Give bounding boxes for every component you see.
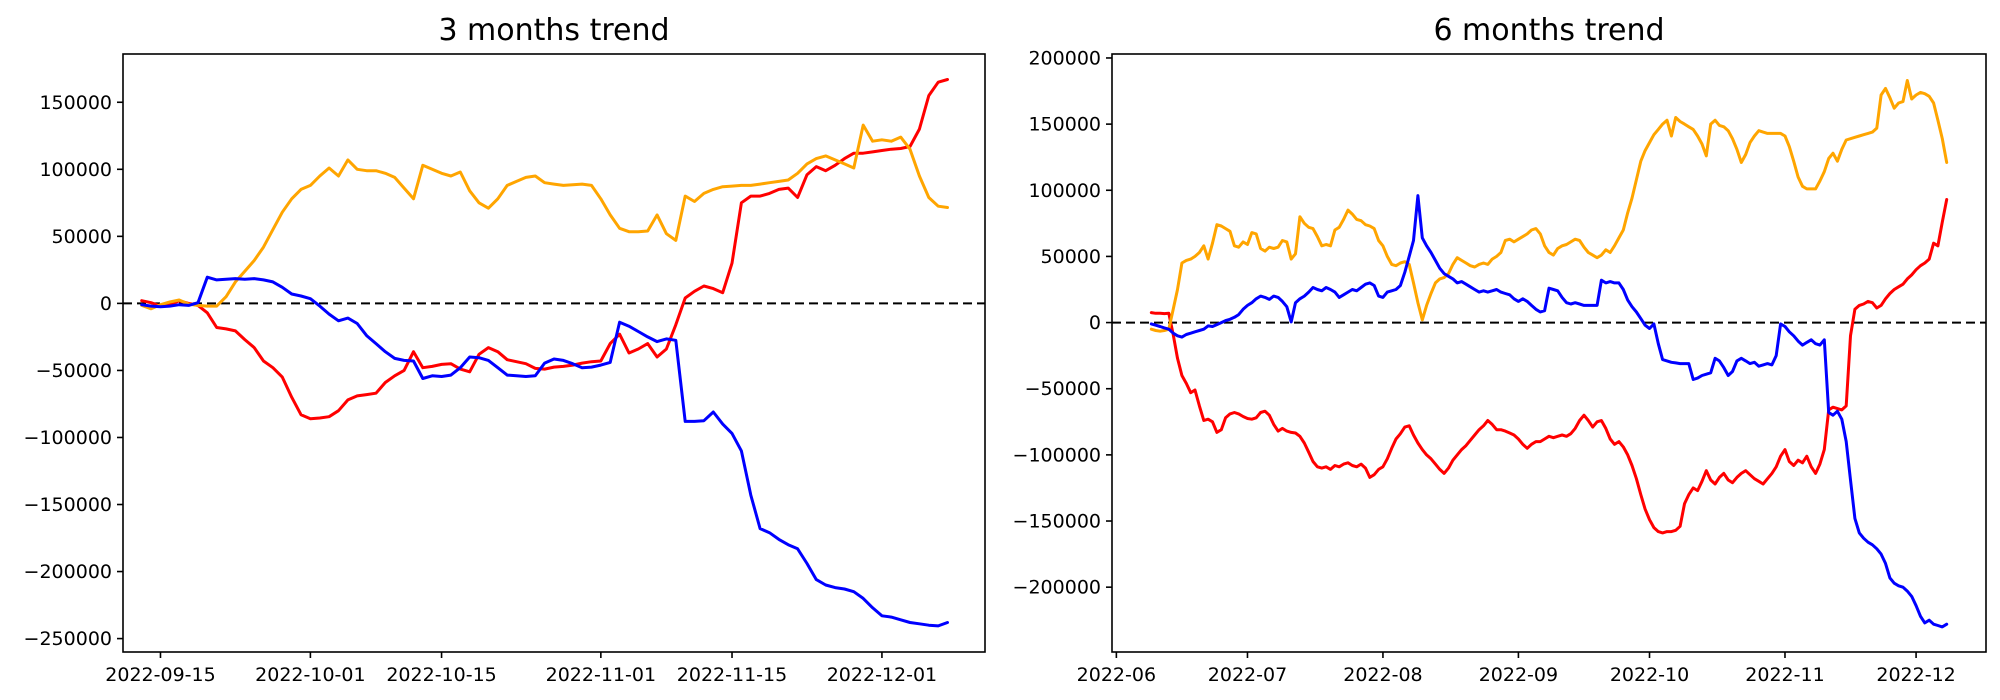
y-tick-label: 150000 [1028,114,1101,136]
series-line-orange [140,123,949,311]
x-tick-label: 2022-11-15 [677,664,787,686]
plot-border [122,53,986,653]
plot-area-6-months-trend: 200000 150000 100000 50000 0 −50000 −100000 −15… [1013,47,1987,686]
y-tick-label: 0 [1089,312,1101,334]
series-line-blue [140,275,949,628]
y-tick-label: −200000 [24,561,112,583]
y-tick-label: 50000 [1041,246,1101,268]
y-tick-label: 50000 [52,226,112,248]
y-tick-label: −50000 [36,360,112,382]
x-tick-label: 2022-10-15 [386,664,496,686]
series-line-orange [1149,79,1949,333]
x-tick-label: 2022-12-01 [827,664,937,686]
y-tick-label: −100000 [1013,444,1101,466]
y-tick-label: 0 [100,293,112,315]
series-line-red [1149,198,1949,535]
series-line-red [140,78,949,421]
x-tick-label: 2022-09 [1479,664,1558,686]
y-tick-label: −100000 [24,427,112,449]
x-tick-label: 2022-10 [1610,664,1689,686]
x-tick-label: 2022-07 [1208,664,1287,686]
x-tick-label: 2022-09-15 [105,664,215,686]
y-tick-label: −150000 [1013,511,1101,533]
y-tick-label: 150000 [39,92,112,114]
y-tick-label: 100000 [39,159,112,181]
series-line-blue [1149,194,1949,629]
x-tick-label: 2022-10-01 [255,664,365,686]
y-tick-label: −250000 [24,628,112,650]
x-tick-label: 2022-11 [1745,664,1824,686]
y-tick-label: 200000 [1028,47,1101,69]
chart-title-3-months: 3 months trend [438,13,669,48]
x-tick-label: 2022-11-01 [546,664,656,686]
y-tick-label: −200000 [1013,577,1101,599]
y-tick-label: −150000 [24,494,112,516]
x-tick-label: 2022-12 [1876,664,1955,686]
plot-area-3-months-trend: 150000 100000 50000 0 −50000 −100000 −150000 −2… [24,53,986,686]
y-tick-label: 100000 [1028,180,1101,202]
x-tick-label: 2022-08 [1343,664,1422,686]
y-tick-label: −50000 [1025,378,1101,400]
chart-title-6-months: 6 months trend [1433,13,1664,48]
x-tick-label: 2022-06 [1077,664,1156,686]
plot-border [1111,53,1987,653]
